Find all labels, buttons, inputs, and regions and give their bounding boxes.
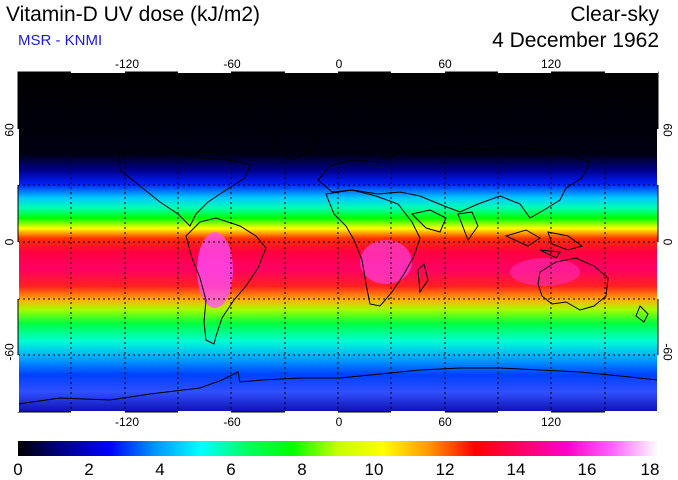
graticule	[18, 72, 658, 412]
lon-tick-bottom-120: 120	[540, 415, 562, 429]
colorbar-label-2: 2	[84, 460, 94, 479]
colorbar-label-12: 12	[435, 460, 455, 479]
lon-tick-bottom-neg120: -120	[114, 415, 140, 429]
lon-tick-top-neg120: -120	[114, 57, 140, 71]
map-field	[18, 72, 658, 412]
colorbar-label-16: 16	[577, 460, 597, 479]
lon-tick-top-120: 120	[540, 57, 562, 71]
colorbar	[18, 441, 658, 456]
map-title: Vitamin-D UV dose (kJ/m2)	[6, 3, 261, 26]
frame-scale-bars	[16, 70, 660, 414]
map-subtitle: MSR - KNMI	[18, 32, 103, 49]
lon-tick-bottom-60: 60	[438, 415, 452, 429]
colorbar-label-10: 10	[364, 460, 384, 479]
lon-tick-top-60: 60	[438, 57, 452, 71]
sky-condition-label: Clear-sky	[570, 3, 659, 26]
colorbar-label-14: 14	[506, 460, 526, 479]
lon-tick-bottom-neg60: -60	[223, 415, 241, 429]
lon-tick-top-0: 0	[335, 57, 343, 71]
colorbar-label-8: 8	[297, 460, 307, 479]
colorbar-label-4: 4	[155, 460, 165, 479]
colorbar-label-6: 6	[226, 460, 236, 479]
coastlines	[18, 125, 658, 405]
colorbar-label-18: 18	[640, 460, 660, 479]
colorbar-label-0: 0	[13, 460, 23, 479]
lon-tick-bottom-0: 0	[335, 415, 343, 429]
lon-tick-top-neg60: -60	[223, 57, 241, 71]
date-label: 4 December 1962	[492, 29, 659, 52]
